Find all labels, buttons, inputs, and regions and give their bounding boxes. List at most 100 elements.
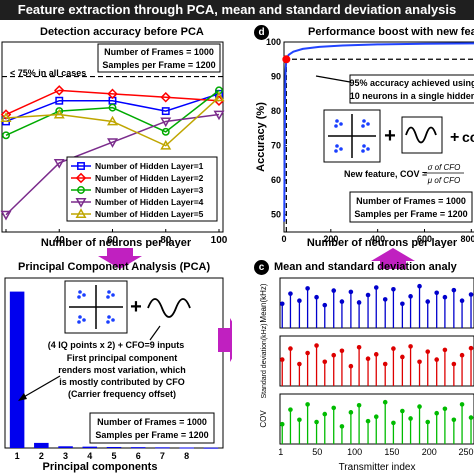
legend-label-5: Number of Hidden Layer=5 [95,209,204,219]
series-point-layer-4 [213,110,225,121]
stem-head-1 [451,287,457,293]
stem-head-1 [442,294,448,300]
stem-head-2 [408,344,413,349]
formula-denominator: μ of CFO [427,176,460,185]
pca-bar-6 [130,447,146,449]
constellation-icon [323,109,381,163]
stem-head-3 [305,402,310,407]
legend-marker-1 [77,162,85,170]
stem-head-1 [331,288,337,293]
sine-wave-icon [401,116,443,154]
y-tick-label: 70 [271,141,281,151]
stem-head-2 [305,350,310,356]
stem-head-1 [339,299,345,304]
stem-head-3 [339,424,345,429]
series-point-layer-3 [108,103,117,112]
stem-head-3 [322,411,328,417]
panel-d-xlabel: Number of neurons per layer [307,237,458,248]
annotation-arrow [315,75,351,83]
stem-head-1 [391,286,396,292]
panel-a-info-box [97,43,221,73]
series-point-layer-3 [161,127,170,136]
stem-head-1 [356,300,362,305]
up-arrow-icon [371,248,415,269]
stem-head-1 [408,294,413,299]
legend-label-2: Number of Hidden Layer=2 [95,173,204,183]
cov-text-icon: co [462,129,474,145]
stem-head-2 [451,361,457,367]
stem-head-3 [425,419,431,425]
x-tick-label: 1 [278,447,283,457]
stem-head-3 [279,421,285,427]
stem-head-2 [425,349,431,354]
panel-b-info-box [89,412,215,444]
series-point-layer-2 [0,109,12,120]
stem-head-2 [391,346,396,351]
stem-head-1 [314,294,319,300]
x-tick-label: 6 [136,451,141,461]
pca-bar-5 [106,446,122,448]
legend-label-4: Number of Hidden Layer=4 [95,197,204,207]
series-point-layer-1 [161,107,170,116]
stem-head-1 [305,286,310,291]
pca-bar-4 [82,446,98,448]
stem-head-3 [391,420,396,426]
formula-numerator: σ of CFO [428,163,461,172]
x-tick-label: 250 [458,447,473,457]
stem-head-1 [459,298,465,304]
x-tick-label: 40 [54,235,66,246]
mean-subplot-axes [279,277,474,329]
stem-head-1 [468,292,474,297]
x-tick-label: 100 [211,235,228,246]
x-tick-label: 200 [323,234,338,244]
pca-plus-icon: + [130,296,142,318]
x-tick-label: 2 [39,451,44,461]
stem-head-1 [425,299,431,304]
stem-head-3 [365,418,371,424]
note-arrow-head [18,393,27,401]
y-tick-label: 60 [271,175,281,185]
panel-b-title: Principal Component Analysis (PCA) [18,261,211,273]
stem-head-2 [288,346,293,351]
stem-head-2 [442,347,448,353]
panel-a: Detection accuracy before PCA Number of … [0,20,232,248]
right-arrow-icon [218,318,232,362]
stem-head-3 [459,402,465,407]
stem-head-3 [451,417,457,423]
panel-b-xlabel: Principal components [43,461,158,473]
series-point-layer-5 [0,112,12,122]
accuracy-curve [283,42,474,222]
stem-head-2 [297,361,302,367]
stem-head-1 [288,291,293,296]
stem-head-1 [322,302,328,308]
x-tick-label: 3 [63,451,68,461]
x-tick-label: 150 [384,447,399,457]
figure-title: Feature extraction through PCA, mean and… [0,0,474,20]
x-tick-label: 0 [281,234,286,244]
stem-head-3 [288,407,293,412]
series-point-layer-5 [53,108,65,119]
y-tick-label: 100 [266,37,281,47]
note-line1: First principal component [67,353,178,363]
stem-head-3 [297,417,302,423]
stem-head-2 [459,352,465,358]
series-line-layer-5 [5,96,220,147]
note-arrow [21,375,61,399]
panel-a-title: Detection accuracy before PCA [40,26,204,38]
series-point-layer-2 [160,92,172,103]
pca-bar-2 [34,442,49,448]
note-line2: renders most variation, which [58,365,186,375]
pca-constellation-icon [64,280,128,334]
highlight-point [282,55,291,64]
std-subplot-axes [279,335,474,387]
stem-head-2 [331,352,337,358]
stem-head-2 [417,359,422,365]
down-arrow-icon [98,248,142,269]
stem-head-3 [417,404,422,409]
panel-c-title: Mean and standard deviation analy [274,261,457,273]
stem-head-2 [400,354,405,360]
annotation-line2: 10 neurons in a single hidden [350,91,474,101]
cov-ylabel: COV [259,410,268,428]
cov-subplot-axes [279,393,474,445]
